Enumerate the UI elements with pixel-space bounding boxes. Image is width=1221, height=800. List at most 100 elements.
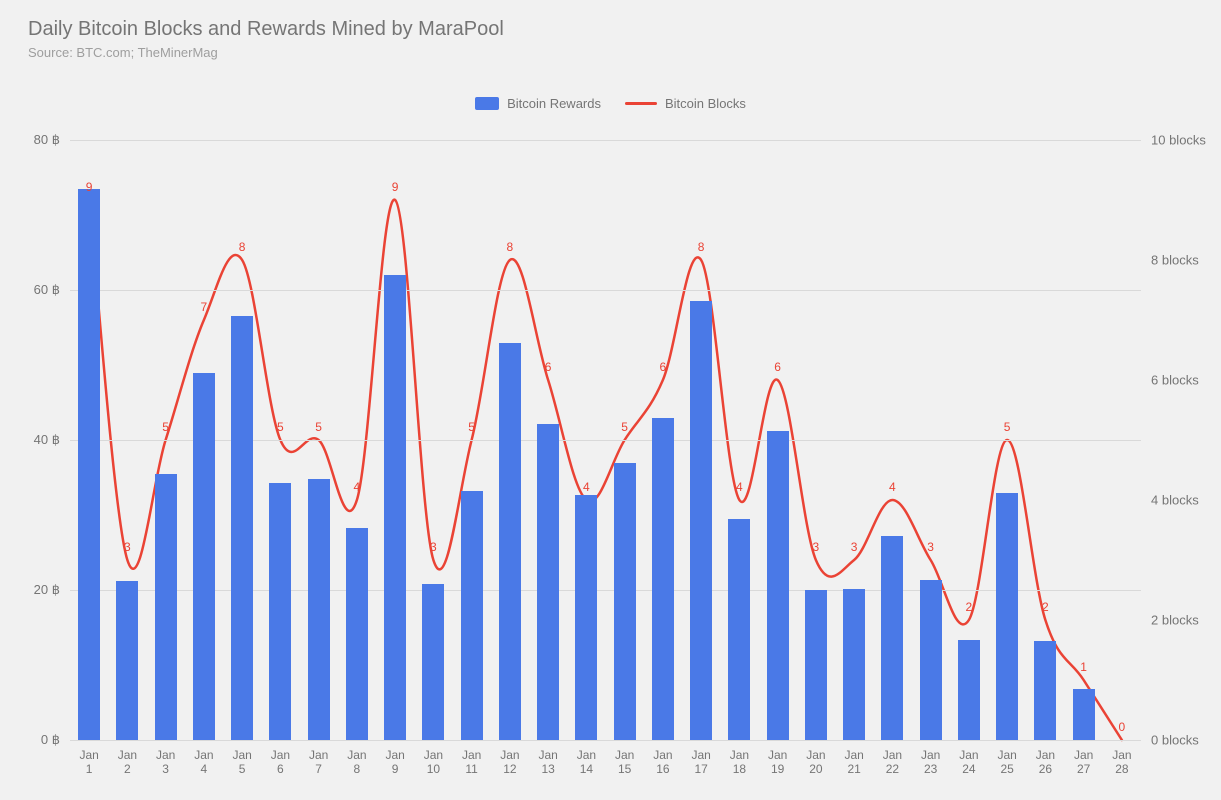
x-axis-label: Jan21 [844, 740, 863, 777]
x-axis-label: Jan4 [194, 740, 213, 777]
line-point-label: 6 [545, 360, 552, 374]
bar [308, 479, 330, 740]
x-axis-label: Jan1 [79, 740, 98, 777]
chart-title: Daily Bitcoin Blocks and Rewards Mined b… [28, 18, 504, 41]
x-axis-label: Jan7 [309, 740, 328, 777]
line-point-label: 3 [851, 540, 858, 554]
line-point-label: 4 [736, 480, 743, 494]
legend-line-swatch [625, 102, 657, 105]
x-axis-label: Jan6 [271, 740, 290, 777]
x-axis-label: Jan11 [462, 740, 481, 777]
gridline [70, 740, 1141, 741]
line-point-label: 8 [507, 240, 514, 254]
line-point-label: 3 [124, 540, 131, 554]
line-point-label: 5 [1004, 420, 1011, 434]
x-axis-label: Jan22 [883, 740, 902, 777]
bar [461, 491, 483, 740]
y-axis-left-label: 0 ฿ [41, 732, 70, 748]
line-point-label: 2 [1042, 600, 1049, 614]
y-axis-left-label: 20 ฿ [34, 582, 70, 598]
line-point-label: 5 [315, 420, 322, 434]
line-point-label: 7 [201, 300, 208, 314]
x-axis-label: Jan26 [1036, 740, 1055, 777]
bar [1034, 641, 1056, 740]
line-point-label: 2 [966, 600, 973, 614]
x-axis-label: Jan23 [921, 740, 940, 777]
y-axis-right-label: 10 blocks [1141, 133, 1206, 148]
bar [422, 584, 444, 740]
bar [805, 590, 827, 740]
bar [575, 495, 597, 740]
legend-bar-label: Bitcoin Rewards [507, 96, 601, 111]
line-point-label: 4 [889, 480, 896, 494]
x-axis-label: Jan2 [118, 740, 137, 777]
gridline [70, 290, 1141, 291]
bar [193, 373, 215, 741]
legend-line-label: Bitcoin Blocks [665, 96, 746, 111]
line-point-label: 3 [927, 540, 934, 554]
legend-item-line: Bitcoin Blocks [625, 96, 746, 111]
x-axis-label: Jan18 [730, 740, 749, 777]
y-axis-left-label: 80 ฿ [34, 132, 70, 148]
y-axis-right-label: 8 blocks [1141, 253, 1199, 268]
bar [920, 580, 942, 740]
bar [346, 528, 368, 740]
y-axis-right-label: 0 blocks [1141, 733, 1199, 748]
x-axis-label: Jan10 [424, 740, 443, 777]
bar [78, 189, 100, 740]
bar [996, 493, 1018, 741]
x-axis-label: Jan12 [500, 740, 519, 777]
plot-area: 0 ฿20 ฿40 ฿60 ฿80 ฿0 blocks2 blocks4 blo… [70, 140, 1141, 740]
bar [690, 301, 712, 741]
chart-subtitle: Source: BTC.com; TheMinerMag [28, 45, 504, 60]
legend-item-bars: Bitcoin Rewards [475, 96, 601, 111]
line-point-label: 6 [774, 360, 781, 374]
gridline [70, 140, 1141, 141]
y-axis-left-label: 40 ฿ [34, 432, 70, 448]
x-axis-label: Jan20 [806, 740, 825, 777]
line-point-label: 1 [1080, 660, 1087, 674]
line-point-label: 4 [354, 480, 361, 494]
y-axis-left-label: 60 ฿ [34, 282, 70, 298]
y-axis-right-label: 2 blocks [1141, 613, 1199, 628]
bar [537, 424, 559, 740]
x-axis-label: Jan28 [1112, 740, 1131, 777]
x-axis-label: Jan16 [653, 740, 672, 777]
x-axis-label: Jan13 [538, 740, 557, 777]
bar [231, 316, 253, 740]
bar [269, 483, 291, 740]
line-point-label: 3 [430, 540, 437, 554]
x-axis-label: Jan15 [615, 740, 634, 777]
bar [614, 463, 636, 741]
bar [881, 536, 903, 740]
x-axis-label: Jan24 [959, 740, 978, 777]
y-axis-right-label: 4 blocks [1141, 493, 1199, 508]
x-axis-label: Jan9 [385, 740, 404, 777]
chart-header: Daily Bitcoin Blocks and Rewards Mined b… [28, 18, 504, 60]
x-axis-label: Jan19 [768, 740, 787, 777]
bar [499, 343, 521, 741]
line-point-label: 0 [1119, 720, 1126, 734]
x-axis-label: Jan5 [232, 740, 251, 777]
line-point-label: 5 [162, 420, 169, 434]
bar [728, 519, 750, 740]
bar [155, 474, 177, 740]
y-axis-right-label: 6 blocks [1141, 373, 1199, 388]
bar [116, 581, 138, 740]
line-point-label: 3 [813, 540, 820, 554]
line-point-label: 8 [239, 240, 246, 254]
bar [1073, 689, 1095, 740]
line-point-label: 5 [468, 420, 475, 434]
bar [958, 640, 980, 740]
x-axis-label: Jan3 [156, 740, 175, 777]
line-point-label: 6 [660, 360, 667, 374]
line-point-label: 4 [583, 480, 590, 494]
bar [843, 589, 865, 741]
x-axis-label: Jan14 [577, 740, 596, 777]
x-axis-label: Jan27 [1074, 740, 1093, 777]
x-axis-label: Jan17 [691, 740, 710, 777]
line-point-label: 9 [86, 180, 93, 194]
line-point-label: 8 [698, 240, 705, 254]
chart-legend: Bitcoin Rewards Bitcoin Blocks [0, 96, 1221, 111]
line-point-label: 9 [392, 180, 399, 194]
